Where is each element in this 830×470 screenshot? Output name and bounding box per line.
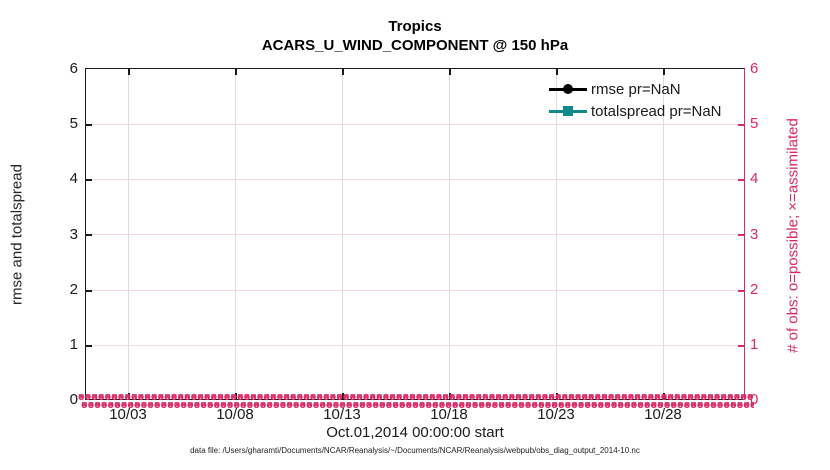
left-ytick-2: 2 — [69, 281, 78, 298]
y-tickmark-left — [86, 124, 92, 126]
x-tickmark-top — [342, 69, 344, 75]
x-tickmark — [342, 393, 344, 399]
legend-label-totalspread: totalspread pr=NaN — [591, 102, 722, 120]
totalspread-square-marker-icon — [563, 106, 573, 116]
gridline-horizontal — [86, 179, 744, 180]
plot-title-region: Tropics — [388, 18, 442, 35]
right-ytick-0: 0 — [750, 391, 759, 408]
right-ytick-1: 1 — [750, 336, 759, 353]
plot-area: rmse pr=NaN totalspread pr=NaN — [85, 68, 745, 400]
xtick-10-23: 10/23 — [537, 406, 575, 423]
obs-marker-row: oooooooooooooooooooooooooooooooooooooooo… — [81, 398, 754, 409]
left-ytick-4: 4 — [69, 170, 78, 187]
right-ytick-3: 3 — [750, 226, 759, 243]
x-axis-label: Oct.01,2014 00:00:00 start — [326, 424, 504, 441]
gridline-horizontal — [86, 345, 744, 346]
x-tickmark-top — [556, 69, 558, 75]
data-file-caption: data file: /Users/gharamti/Documents/NCA… — [190, 446, 640, 455]
y-tickmark-right — [738, 345, 744, 347]
assimilated-obs-cross-markers: ××××××××××××××××××××××××××××××××××××××××… — [78, 392, 754, 403]
right-ytick-5: 5 — [750, 115, 759, 132]
x-tickmark — [235, 393, 237, 399]
x-tickmark-top — [235, 69, 237, 75]
legend: rmse pr=NaN totalspread pr=NaN — [549, 78, 722, 122]
assimilated-obs-cross-markers: ××××××××××××××××××××××××××××××××××××××××… — [81, 398, 754, 409]
right-ytick-4: 4 — [750, 170, 759, 187]
x-tickmark — [128, 393, 130, 399]
y-tickmark-right — [738, 179, 744, 181]
right-ytick-2: 2 — [750, 281, 759, 298]
xtick-10-28: 10/28 — [644, 406, 682, 423]
xtick-10-03: 10/03 — [109, 406, 147, 423]
gridline-horizontal — [86, 234, 744, 235]
obs-count-zero-band: oooooooooooooooooooooooooooooooooooooooo… — [78, 392, 754, 409]
left-ytick-1: 1 — [69, 336, 78, 353]
y-tickmark-left — [86, 345, 92, 347]
x-tickmark-top — [128, 69, 130, 75]
y-tickmark-left — [86, 234, 92, 236]
possible-obs-circle-markers: oooooooooooooooooooooooooooooooooooooooo… — [78, 392, 754, 403]
x-tickmark — [449, 393, 451, 399]
left-ytick-0: 0 — [69, 391, 78, 408]
legend-label-rmse: rmse pr=NaN — [591, 80, 681, 98]
x-tickmark — [663, 393, 665, 399]
totalspread-line-marker — [549, 105, 587, 117]
plot-subtitle-variable: ACARS_U_WIND_COMPONENT @ 150 hPa — [261, 37, 569, 54]
legend-entry-totalspread: totalspread pr=NaN — [549, 100, 722, 122]
left-axis-label: rmse and totalspread — [8, 164, 26, 305]
right-axis-label: # of obs: o=possible; ×=assimilated — [784, 118, 802, 353]
xtick-10-18: 10/18 — [430, 406, 468, 423]
x-tickmark-top — [449, 69, 451, 75]
legend-entry-rmse: rmse pr=NaN — [549, 78, 722, 100]
y-tickmark-left — [86, 290, 92, 292]
y-tickmark-right — [738, 234, 744, 236]
obs-marker-row: oooooooooooooooooooooooooooooooooooooooo… — [78, 392, 754, 403]
y-tickmark-left — [86, 179, 92, 181]
left-ytick-3: 3 — [69, 226, 78, 243]
xtick-10-08: 10/08 — [216, 406, 254, 423]
possible-obs-circle-markers: oooooooooooooooooooooooooooooooooooooooo… — [81, 398, 754, 409]
right-ytick-6: 6 — [750, 60, 759, 77]
x-tickmark-top — [663, 69, 665, 75]
left-ytick-6: 6 — [69, 60, 78, 77]
y-tickmark-right — [738, 124, 744, 126]
x-tickmark — [556, 393, 558, 399]
gridline-horizontal — [86, 124, 744, 125]
rmse-circle-marker-icon — [563, 84, 573, 94]
rmse-line-marker — [549, 83, 587, 95]
xtick-10-13: 10/13 — [323, 406, 361, 423]
left-ytick-5: 5 — [69, 115, 78, 132]
y-tickmark-right — [738, 290, 744, 292]
gridline-horizontal — [86, 290, 744, 291]
